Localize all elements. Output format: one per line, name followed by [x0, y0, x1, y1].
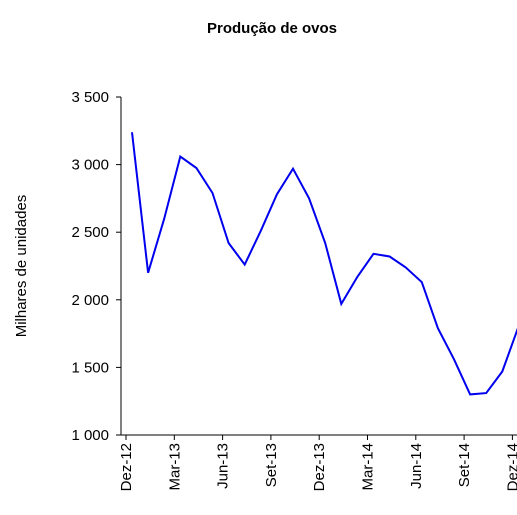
y-tick-label: 1 500	[71, 359, 109, 376]
x-tick-label: Jun-14	[408, 443, 425, 489]
y-axis-label: Milhares de unidades	[13, 195, 30, 338]
x-tick-label: Jun-13	[215, 443, 232, 489]
x-tick-label: Dez-13	[311, 443, 328, 491]
data-line	[131, 132, 517, 396]
y-tick-label: 3 000	[71, 157, 109, 174]
x-tick-label: Set-14	[456, 443, 473, 487]
x-tick-label: Mar-14	[360, 443, 377, 491]
y-tick-label: 2 500	[71, 224, 109, 241]
y-tick-label: 3 500	[71, 89, 109, 106]
x-tick-label: Mar-13	[166, 443, 183, 491]
x-tick-label: Dez-12	[118, 443, 135, 491]
x-tick-label: Set-13	[263, 443, 280, 487]
y-tick-label: 2 000	[71, 292, 109, 309]
x-tick-label: Dez-14	[504, 443, 517, 491]
y-tick-label: 1 000	[71, 427, 109, 444]
chart-title: Produção de ovos	[207, 20, 337, 37]
